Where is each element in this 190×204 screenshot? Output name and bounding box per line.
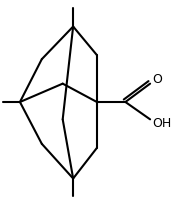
Text: OH: OH — [152, 117, 171, 130]
Text: O: O — [152, 73, 162, 86]
